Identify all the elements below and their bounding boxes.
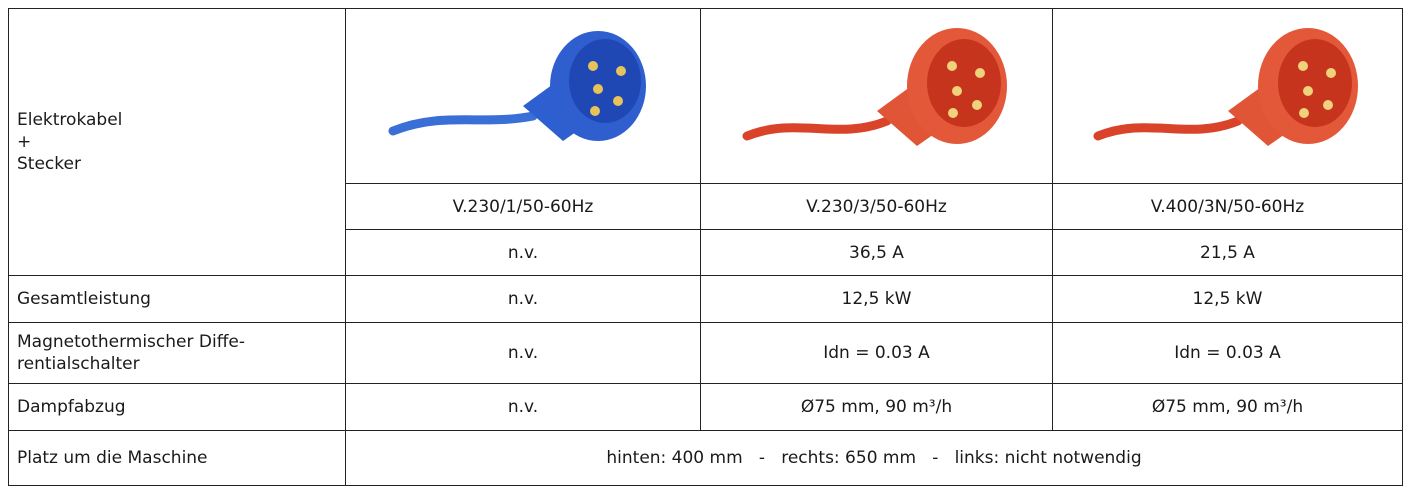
cell: 36,5 A <box>700 229 1053 276</box>
blue-plug <box>388 31 646 141</box>
current-row: n.v. 36,5 A 21,5 A <box>9 229 1403 276</box>
cell: V.230/3/50-60Hz <box>700 183 1053 230</box>
cell: Idn = 0.03 A <box>1052 322 1403 384</box>
cell: Idn = 0.03 A <box>700 322 1053 384</box>
label-line: Magnetothermischer Diffe- <box>17 332 245 352</box>
cell: V.400/3N/50-60Hz <box>1052 183 1403 230</box>
label-line: Gesamtleistung <box>17 289 151 309</box>
cell: 12,5 kW <box>700 275 1053 323</box>
label-line: Stecker <box>17 154 81 174</box>
row-label: Dampfabzug <box>8 383 346 431</box>
row: Dampfabzug n.v. Ø75 mm, 90 m³/h Ø75 mm, … <box>8 383 1403 431</box>
plug-cell <box>700 8 1053 184</box>
label-line: + <box>17 132 32 152</box>
row: Gesamtleistung n.v. 12,5 kW 12,5 kW <box>8 275 1403 323</box>
cell: n.v. <box>345 383 701 431</box>
image-row: Elektrokabel + Stecker <box>8 8 1403 276</box>
cell: 12,5 kW <box>1052 275 1403 323</box>
cell: n.v. <box>345 322 701 384</box>
row-label: Magnetothermischer Diffe- rentialschalte… <box>8 322 346 384</box>
red-plug <box>1093 28 1358 146</box>
voltage-row: V.230/1/50-60Hz V.230/3/50-60Hz V.400/3N… <box>9 183 1403 230</box>
label-line: Dampfabzug <box>17 397 126 417</box>
red-plug <box>742 28 1007 146</box>
row: Magnetothermischer Diffe- rentialschalte… <box>8 322 1403 384</box>
label-line: rentialschalter <box>17 354 140 374</box>
row-label: Platz um die Maschine <box>8 430 346 486</box>
cell: 21,5 A <box>1052 229 1403 276</box>
plug-cell <box>345 8 701 184</box>
cell: Ø75 mm, 90 m³/h <box>1052 383 1403 431</box>
spec-table: Elektrokabel + Stecker <box>8 8 1403 486</box>
cell: n.v. <box>345 229 701 276</box>
cell: n.v. <box>345 275 701 323</box>
row-label: Gesamtleistung <box>8 275 346 323</box>
footer-row: Platz um die Maschine hinten: 400 mm - r… <box>8 430 1403 486</box>
plug-cell <box>1052 8 1403 184</box>
cell: Ø75 mm, 90 m³/h <box>700 383 1053 431</box>
cell: V.230/1/50-60Hz <box>345 183 701 230</box>
row-label: Elektrokabel + Stecker <box>8 8 346 276</box>
cell: hinten: 400 mm - rechts: 650 mm - links:… <box>345 430 1403 486</box>
label-line: Elektrokabel <box>17 110 123 130</box>
